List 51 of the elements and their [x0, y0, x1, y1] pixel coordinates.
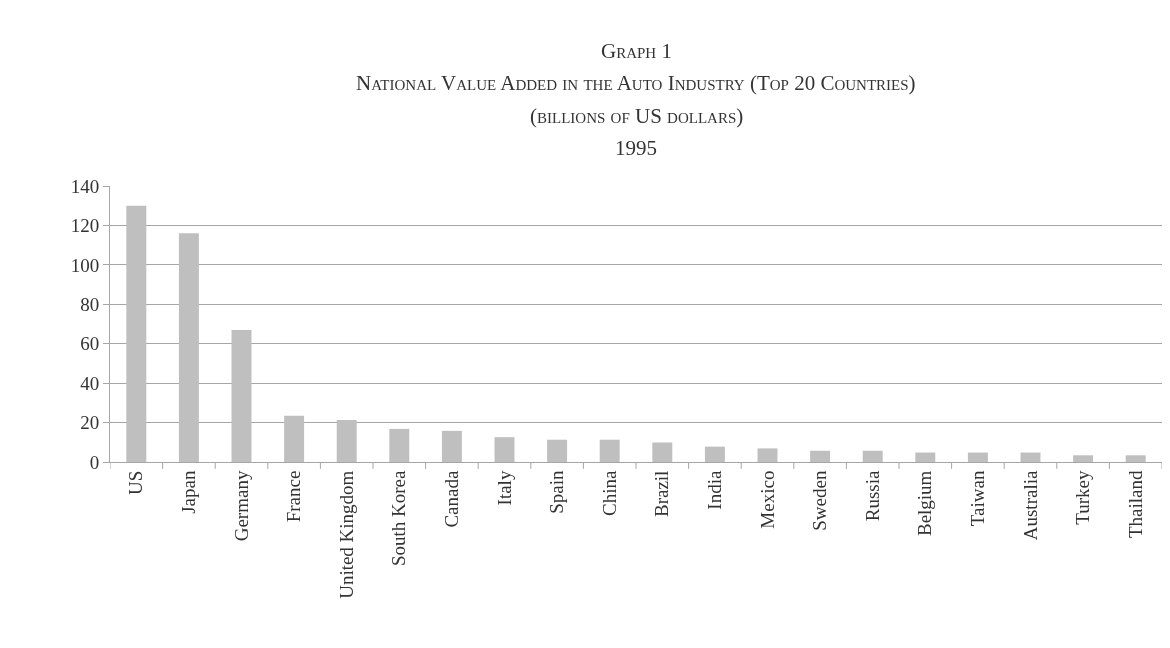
x-tick-label: South Korea [388, 470, 410, 567]
bar [967, 452, 988, 462]
x-tick-label: Spain [546, 470, 568, 514]
y-tick-label: 120 [70, 215, 100, 237]
y-tick-label: 20 [80, 412, 100, 434]
bar [1125, 455, 1146, 462]
x-tick-label: Turkey [1072, 470, 1094, 525]
x-tick-label: United Kingdom [335, 470, 357, 599]
x-tick-label: France [283, 470, 305, 523]
x-tick-label: Sweden [809, 470, 831, 531]
y-tick-label: 100 [70, 254, 100, 276]
y-tick-label: 80 [80, 293, 100, 315]
bar [757, 448, 778, 462]
x-tick-label: Mexico [756, 470, 778, 529]
bar [441, 430, 462, 462]
y-tick-label: 0 [89, 451, 100, 473]
x-tick-label: Taiwan [967, 470, 989, 527]
y-tick-label: 40 [80, 372, 100, 394]
bar [389, 428, 410, 462]
bar [915, 452, 936, 462]
x-tick-label: Canada [441, 470, 463, 528]
bar [652, 442, 673, 462]
y-tick-label: 140 [70, 175, 100, 197]
bar [284, 415, 305, 462]
x-tick-label: US [125, 470, 147, 495]
x-tick-label: Germany [230, 470, 252, 542]
bar [704, 446, 725, 462]
bar [547, 439, 568, 462]
text: 1995 [615, 136, 657, 160]
x-tick-label: Brazil [651, 470, 673, 518]
chart-subtitle: (billions of US dollars) [530, 104, 744, 128]
x-tick-label: China [598, 470, 620, 516]
bar [494, 437, 515, 462]
bar [178, 233, 199, 462]
bar [599, 439, 620, 462]
bar [810, 450, 831, 462]
bar [1020, 452, 1041, 462]
x-tick-label: Thailand [1124, 470, 1146, 539]
x-tick-label: Russia [861, 470, 883, 522]
bar [126, 205, 147, 462]
x-tick-label: Australia [1019, 470, 1041, 541]
y-tick-label: 60 [80, 333, 100, 355]
chart-title: Graph 1 National Value Added in the Auto Industry (Top 20 Countries) [356, 39, 916, 95]
x-tick-label: Italy [493, 470, 515, 506]
x-tick-label: India [704, 470, 726, 510]
bar [1073, 455, 1094, 462]
bar [231, 329, 252, 462]
bar [862, 450, 883, 462]
x-tick-label: Belgium [914, 470, 936, 537]
bar [336, 420, 357, 462]
x-tick-label: Japan [178, 470, 200, 514]
